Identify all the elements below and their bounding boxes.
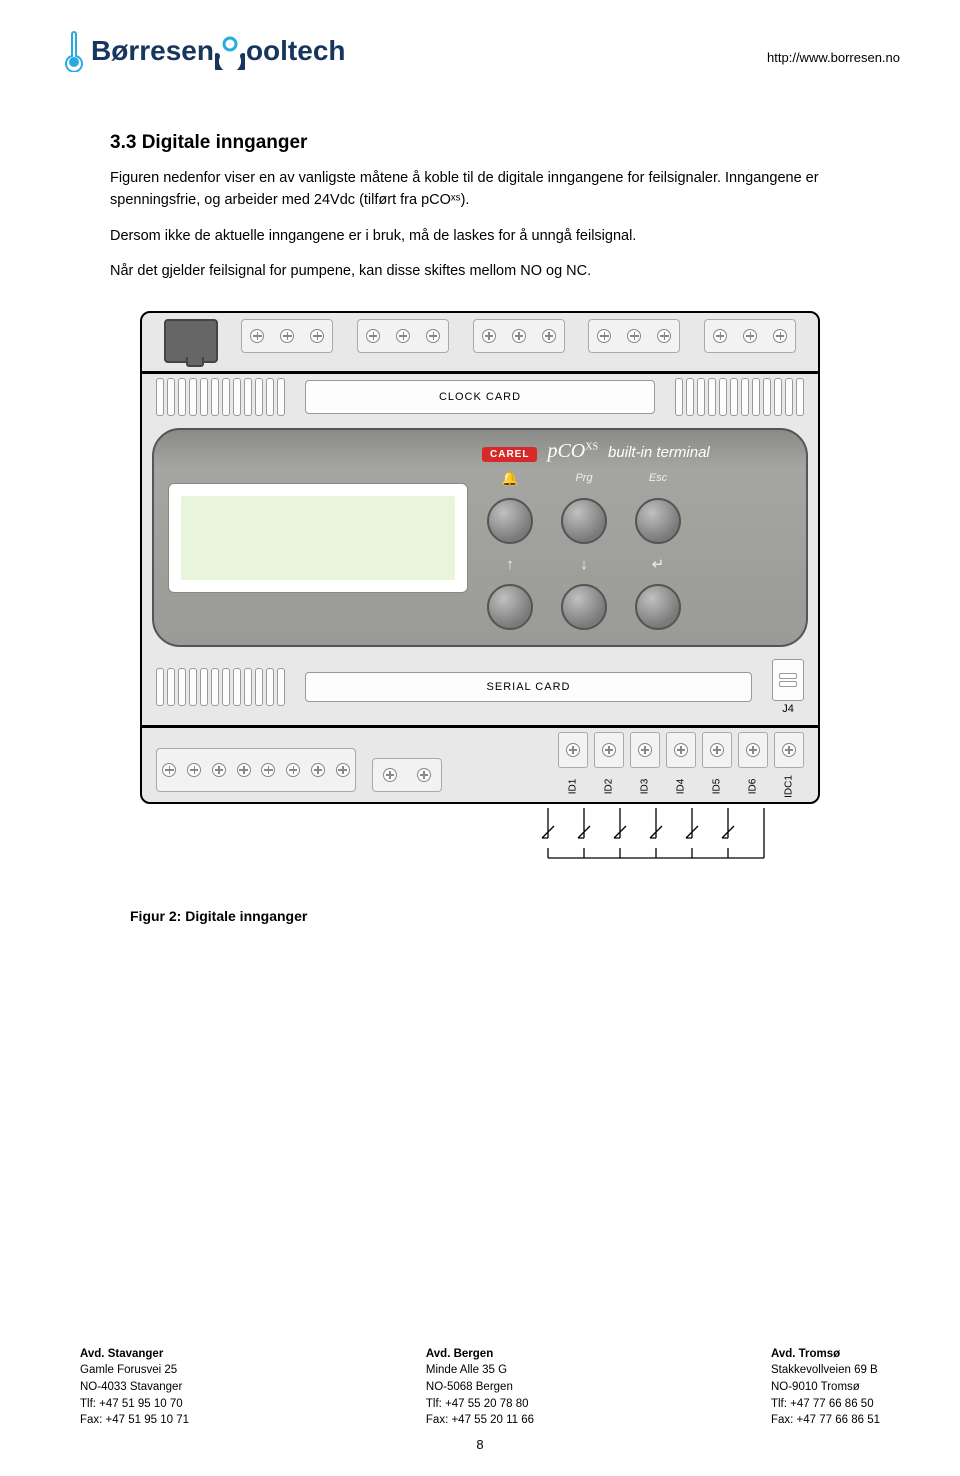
id-terminal: IDC1 xyxy=(774,732,804,792)
lcd-screen xyxy=(181,496,455,580)
j4-label: J4 xyxy=(782,703,794,715)
thermo-icon xyxy=(60,30,88,72)
rj45-port xyxy=(164,319,218,363)
j4-wrap: J4 xyxy=(772,659,804,715)
footer-column: Avd. TromsøStakkevollveien 69 BNO-9010 T… xyxy=(771,1346,880,1429)
vent-left xyxy=(156,378,285,416)
company-logo: Børresen ooltech xyxy=(60,30,346,72)
section-title: 3.3 Digitale innganger xyxy=(110,132,850,154)
main-content: 3.3 Digitale innganger Figuren nedenfor … xyxy=(0,82,960,924)
serial-card-row: SERIAL CARD J4 xyxy=(142,655,818,719)
j4-port xyxy=(772,659,804,701)
id-terminals: ID1ID2ID3ID4ID5ID6IDC1 xyxy=(558,732,804,792)
vent-right xyxy=(675,378,804,416)
id-label: ID4 xyxy=(676,775,687,799)
id-label: ID2 xyxy=(604,775,615,799)
logo-c-icon xyxy=(215,32,245,70)
footer-line: Fax: +47 77 66 86 51 xyxy=(771,1412,880,1429)
logo-text-2: ooltech xyxy=(246,35,346,67)
terminal-block xyxy=(704,319,796,353)
down-button[interactable] xyxy=(561,584,607,630)
footer-line: Gamle Forusvei 25 xyxy=(80,1362,189,1379)
alarm-button[interactable] xyxy=(487,498,533,544)
pco-device: CLOCK CARD CAREL pCOXS xyxy=(140,311,820,804)
id-label: ID5 xyxy=(712,775,723,799)
device-figure: CLOCK CARD CAREL pCOXS xyxy=(130,311,830,924)
terminal-block xyxy=(357,319,449,353)
enter-arrow-label: ↵ xyxy=(652,555,665,573)
enter-button[interactable] xyxy=(635,584,681,630)
terminal-block-large xyxy=(156,748,356,792)
page-footer: Avd. StavangerGamle Forusvei 25NO-4033 S… xyxy=(0,1346,960,1452)
prg-button[interactable] xyxy=(561,498,607,544)
para-1: Figuren nedenfor viser en av vanligste m… xyxy=(110,168,850,212)
para-3: Når det gjelder feilsignal for pumpene, … xyxy=(110,261,850,283)
page-number: 8 xyxy=(80,1437,880,1452)
page-header: Børresen ooltech http://www.borresen.no xyxy=(0,0,960,82)
id-terminal: ID3 xyxy=(630,732,660,792)
top-terminal-row xyxy=(142,313,818,365)
footer-line: NO-5068 Bergen xyxy=(426,1379,534,1396)
bell-icon: 🔔 xyxy=(501,470,518,487)
header-url: http://www.borresen.no xyxy=(767,50,900,65)
id-terminal: ID2 xyxy=(594,732,624,792)
display-panel: CAREL pCOXS built-in terminal 🔔 Prg Esc xyxy=(152,428,808,647)
footer-line: Tlf: +47 77 66 86 50 xyxy=(771,1396,880,1413)
terminal-block xyxy=(588,319,680,353)
prg-label: Prg xyxy=(575,472,592,484)
id-label: ID1 xyxy=(568,775,579,799)
esc-button[interactable] xyxy=(635,498,681,544)
logo-text-1: Børresen xyxy=(91,35,214,67)
figure-caption: Figur 2: Digitale innganger xyxy=(130,908,830,924)
brand-bar: CAREL pCOXS built-in terminal xyxy=(482,440,792,463)
footer-line: NO-9010 Tromsø xyxy=(771,1379,880,1396)
vent-left-2 xyxy=(156,668,285,706)
up-arrow-label: ↑ xyxy=(506,556,514,573)
footer-col-header: Avd. Bergen xyxy=(426,1346,534,1363)
id-terminal: ID6 xyxy=(738,732,768,792)
footer-line: Tlf: +47 55 20 78 80 xyxy=(426,1396,534,1413)
lcd-block xyxy=(168,483,468,593)
terminal-block xyxy=(241,319,333,353)
para-2: Dersom ikke de aktuelle inngangene er i … xyxy=(110,226,850,248)
footer-col-header: Avd. Stavanger xyxy=(80,1346,189,1363)
footer-line: Fax: +47 55 20 11 66 xyxy=(426,1412,534,1429)
serial-card-slot: SERIAL CARD xyxy=(305,672,752,702)
id-label: ID6 xyxy=(748,775,759,799)
pco-label: pCOXS xyxy=(547,440,598,463)
id-terminal: ID5 xyxy=(702,732,732,792)
footer-line: NO-4033 Stavanger xyxy=(80,1379,189,1396)
bottom-terminal-row: ID1ID2ID3ID4ID5ID6IDC1 xyxy=(142,728,818,802)
footer-line: Tlf: +47 51 95 10 70 xyxy=(80,1396,189,1413)
carel-badge: CAREL xyxy=(482,447,537,462)
wiring-diagram xyxy=(130,808,830,878)
panel-right: CAREL pCOXS built-in terminal 🔔 Prg Esc xyxy=(482,440,792,635)
built-in-label: built-in terminal xyxy=(608,444,710,461)
clock-card-row: CLOCK CARD xyxy=(142,374,818,420)
footer-line: Stakkevollveien 69 B xyxy=(771,1362,880,1379)
down-arrow-label: ↓ xyxy=(580,556,588,573)
id-label: ID3 xyxy=(640,775,651,799)
footer-line: Minde Alle 35 G xyxy=(426,1362,534,1379)
footer-col-header: Avd. Tromsø xyxy=(771,1346,880,1363)
esc-label: Esc xyxy=(649,472,667,484)
footer-column: Avd. BergenMinde Alle 35 GNO-5068 Bergen… xyxy=(426,1346,534,1429)
terminal-block xyxy=(473,319,565,353)
id-terminal: ID4 xyxy=(666,732,696,792)
terminal-block xyxy=(372,758,442,792)
id-terminal: ID1 xyxy=(558,732,588,792)
footer-column: Avd. StavangerGamle Forusvei 25NO-4033 S… xyxy=(80,1346,189,1429)
clock-card-slot: CLOCK CARD xyxy=(305,380,655,414)
footer-line: Fax: +47 51 95 10 71 xyxy=(80,1412,189,1429)
id-label: IDC1 xyxy=(784,775,795,799)
footer-row: Avd. StavangerGamle Forusvei 25NO-4033 S… xyxy=(80,1346,880,1429)
button-grid: 🔔 Prg Esc ↑ ↓ ↵ xyxy=(482,469,792,635)
up-button[interactable] xyxy=(487,584,533,630)
